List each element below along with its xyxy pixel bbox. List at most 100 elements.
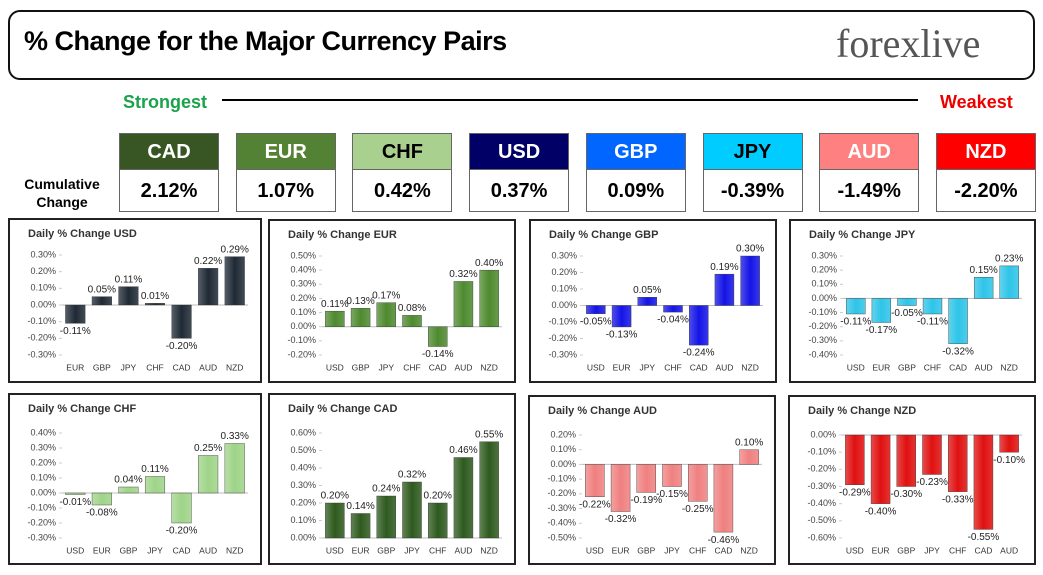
strength-line bbox=[222, 99, 918, 101]
x-tick-label: EUR bbox=[872, 362, 890, 372]
data-label: -0.25% bbox=[682, 504, 714, 515]
x-tick-label: CHF bbox=[689, 545, 706, 555]
bar bbox=[871, 298, 892, 323]
y-tick-label: 0.00% bbox=[551, 300, 577, 310]
x-tick-label: EUR bbox=[66, 362, 84, 372]
bar bbox=[144, 476, 166, 494]
currency-name: AUD bbox=[819, 133, 920, 170]
currency-value: 0.42% bbox=[352, 170, 453, 212]
y-tick-label: 0.20% bbox=[811, 265, 837, 275]
bar bbox=[714, 273, 735, 306]
data-label: 0.04% bbox=[114, 475, 142, 486]
x-tick-label: JPY bbox=[639, 362, 655, 372]
x-tick-label: EUR bbox=[872, 545, 890, 555]
bar bbox=[999, 434, 1019, 453]
currency-value: 2.12% bbox=[119, 170, 219, 212]
data-label: 0.24% bbox=[372, 484, 400, 495]
x-tick-label: CAD bbox=[173, 362, 191, 372]
logo: forexlive bbox=[836, 21, 981, 66]
x-tick-label: USD bbox=[586, 545, 604, 555]
data-label: -0.20% bbox=[166, 526, 198, 537]
data-label: 0.20% bbox=[321, 491, 349, 502]
x-tick-label: GBP bbox=[119, 545, 137, 555]
bar bbox=[91, 492, 112, 506]
chart-panel: Daily % Change EUR -0.20% -0.10% 0.00% 0.10%… bbox=[268, 219, 516, 383]
bar bbox=[376, 302, 397, 327]
bar bbox=[845, 434, 865, 485]
x-tick-label: USD bbox=[326, 362, 344, 372]
y-tick-label: 0.20% bbox=[290, 293, 316, 303]
data-label: 0.30% bbox=[736, 244, 764, 255]
x-tick-label: JPY bbox=[924, 545, 940, 555]
strongest-label: Strongest bbox=[123, 92, 208, 112]
bar bbox=[402, 315, 422, 327]
data-label: 0.20% bbox=[424, 491, 452, 502]
x-tick-label: AUD bbox=[199, 545, 217, 555]
chart-title: Daily % Change CHF bbox=[28, 403, 136, 415]
currency-value: 0.37% bbox=[469, 170, 570, 212]
currency-name: GBP bbox=[585, 133, 686, 170]
x-tick-label: GBP bbox=[898, 362, 916, 372]
data-label: 0.17% bbox=[372, 290, 400, 301]
y-tick-label: 0.00% bbox=[290, 321, 316, 331]
y-tick-label: 0.10% bbox=[290, 515, 316, 525]
x-tick-label: NZD bbox=[1000, 362, 1017, 372]
y-tick-label: 0.20% bbox=[30, 457, 56, 467]
y-tick-label: -0.10% bbox=[27, 502, 56, 512]
y-tick-label: 0.30% bbox=[290, 480, 316, 490]
x-tick-label: CAD bbox=[690, 362, 708, 372]
data-label: 0.33% bbox=[221, 431, 249, 442]
x-tick-label: JPY bbox=[664, 545, 680, 555]
chart-panel: Daily % Change USD -0.30% -0.20% -0.10% 0.00… bbox=[8, 218, 262, 383]
bar bbox=[224, 256, 245, 306]
data-label: -0.29% bbox=[839, 487, 871, 498]
data-label: -0.05% bbox=[891, 308, 923, 319]
currency-value: -1.49% bbox=[819, 170, 920, 212]
chart: Daily % Change NZD -0.60% -0.50% -0.40% -0.3… bbox=[807, 405, 1025, 555]
x-tick-label: EUR bbox=[612, 545, 630, 555]
data-label: -0.19% bbox=[630, 495, 662, 506]
x-tick-label: CHF bbox=[403, 362, 420, 372]
y-tick-label: 0.20% bbox=[550, 429, 576, 439]
y-tick-label: 0.00% bbox=[290, 532, 316, 542]
y-tick-label: -0.20% bbox=[548, 333, 577, 343]
currency-value: 0.09% bbox=[585, 170, 686, 212]
x-tick-label: USD bbox=[66, 545, 84, 555]
x-tick-label: CHF bbox=[429, 545, 446, 555]
x-tick-label: CHF bbox=[664, 362, 681, 372]
chart-panel: Daily % Change AUD -0.50% -0.40% -0.30% -0.2… bbox=[528, 395, 776, 565]
data-label: 0.13% bbox=[346, 296, 374, 307]
bar bbox=[637, 297, 658, 306]
bar bbox=[479, 269, 499, 327]
chart-panel: Daily % Change JPY -0.40% -0.30% -0.20% -0.1… bbox=[789, 219, 1036, 383]
bar bbox=[636, 464, 657, 493]
y-tick-label: 0.40% bbox=[290, 265, 316, 275]
y-tick-label: -0.50% bbox=[807, 515, 836, 525]
x-tick-label: USD bbox=[587, 362, 605, 372]
y-tick-label: 0.40% bbox=[290, 462, 316, 472]
x-tick-label: JPY bbox=[147, 545, 163, 555]
bar bbox=[662, 464, 682, 487]
y-tick-label: -0.20% bbox=[27, 517, 56, 527]
chart-title: Daily % Change NZD bbox=[808, 405, 916, 417]
currency-value: -2.20% bbox=[935, 170, 1036, 212]
y-tick-label: -0.10% bbox=[27, 316, 56, 326]
y-tick-label: 0.10% bbox=[551, 283, 577, 293]
data-label: 0.29% bbox=[221, 244, 249, 255]
chart-title: Daily % Change USD bbox=[28, 228, 137, 240]
x-tick-label: NZD bbox=[226, 545, 243, 555]
bar bbox=[325, 502, 345, 539]
bar bbox=[740, 255, 760, 306]
x-tick-label: CAD bbox=[974, 545, 992, 555]
x-tick-label: NZD bbox=[480, 362, 497, 372]
x-tick-label: GBP bbox=[637, 545, 655, 555]
bar bbox=[171, 304, 192, 339]
currency-name: CHF bbox=[352, 133, 453, 170]
y-tick-label: -0.10% bbox=[547, 474, 576, 484]
bar bbox=[453, 457, 474, 539]
currency-value: -0.39% bbox=[702, 170, 803, 212]
x-tick-label: CHF bbox=[924, 362, 941, 372]
bar bbox=[65, 304, 86, 324]
bar bbox=[610, 464, 631, 512]
